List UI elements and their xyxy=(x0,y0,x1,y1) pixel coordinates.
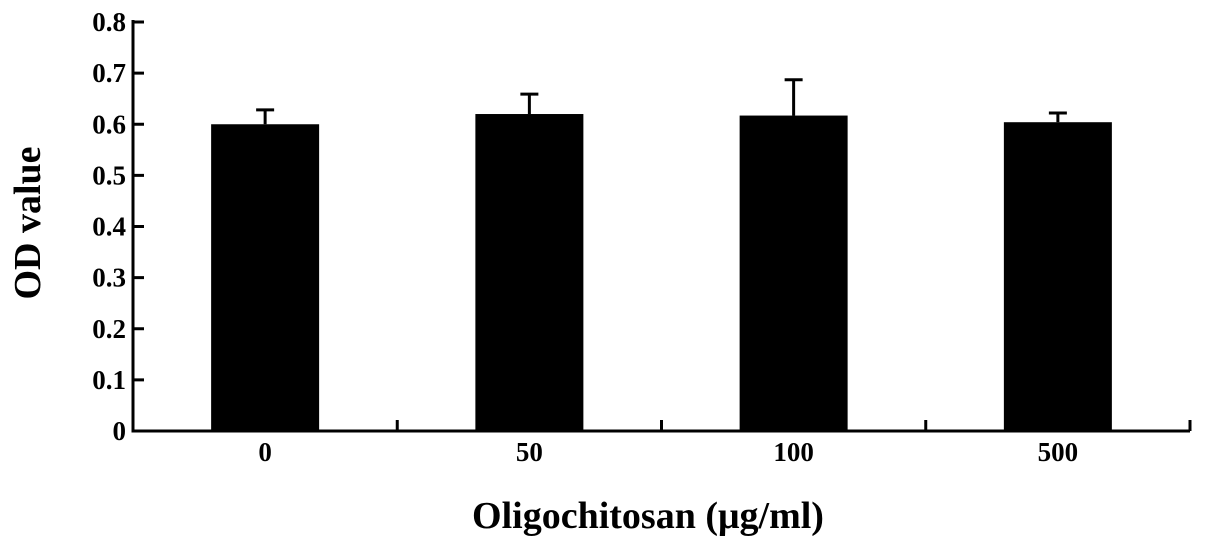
y-tick-label: 0.4 xyxy=(92,212,126,242)
bar xyxy=(1003,122,1112,431)
y-tick-label: 0 xyxy=(113,416,127,446)
x-tick-label: 0 xyxy=(258,437,272,467)
y-tick-label: 0.5 xyxy=(92,160,126,190)
x-axis-ticks: 0 50 100 500 xyxy=(258,420,1192,467)
y-axis-ticks: 0 0.1 0.2 0.3 0.4 0.5 0.6 0.7 0.8 xyxy=(92,7,144,446)
bar xyxy=(211,124,320,431)
x-tick-label: 50 xyxy=(516,437,543,467)
bar xyxy=(475,114,584,432)
y-tick-label: 0.7 xyxy=(92,58,126,88)
x-tick-label: 500 xyxy=(1038,437,1079,467)
y-tick-label: 0.6 xyxy=(92,109,126,139)
x-axis-title: Oligochitosan (μg/ml) xyxy=(472,495,824,537)
y-tick-label: 0.3 xyxy=(92,263,126,293)
y-axis-title: OD value xyxy=(7,146,49,299)
bar xyxy=(739,115,848,431)
bars xyxy=(211,114,1112,432)
y-tick-label: 0.2 xyxy=(92,314,126,344)
error-bars xyxy=(256,78,1067,125)
y-tick-label: 0.1 xyxy=(92,365,126,395)
y-tick-label: 0.8 xyxy=(92,7,126,37)
x-tick-label: 100 xyxy=(773,437,814,467)
